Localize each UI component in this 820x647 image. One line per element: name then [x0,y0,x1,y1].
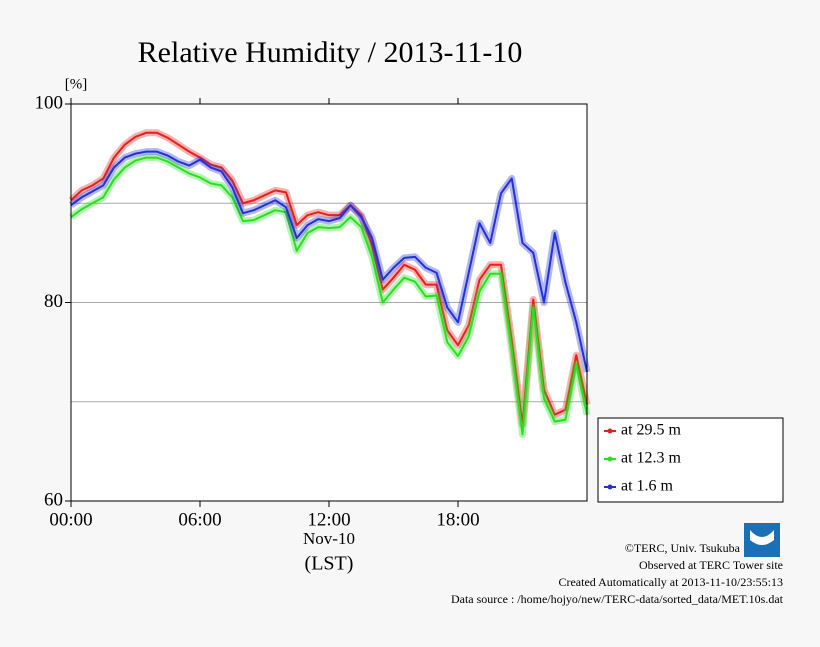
x-tick-label: 00:00 [49,509,92,530]
x-date: Nov-10 [303,529,355,548]
legend-dot [607,456,613,462]
legend-label: at 29.5 m [621,422,682,439]
legend-box [597,417,784,503]
plot-frame [70,103,588,502]
credit-line: Observed at TERC Tower site [639,558,783,572]
x-tick-label: 06:00 [178,509,221,530]
series-line [70,150,588,373]
credit-line: Data source : /home/hojyo/new/TERC-data/… [451,592,784,606]
legend-label: at 12.3 m [621,450,682,467]
logo-mark [750,530,774,545]
chart-title: Relative Humidity / 2013-11-10 [138,36,523,69]
y-tick-label: 80 [44,291,63,312]
y-tick-label: 60 [44,489,63,510]
legend-dot [607,484,613,490]
credit-line: ©TERC, Univ. Tsukuba [625,541,741,555]
x-tick-label: 18:00 [436,509,479,530]
y-tick-label: 100 [35,92,64,113]
legend-label: at 1.6 m [621,478,674,495]
y-unit: [%] [65,76,88,92]
legend-dot [607,428,613,434]
x-tick-label: 12:00 [307,509,350,530]
series-line [70,131,588,426]
x-axis-label: (LST) [305,553,354,575]
series-line [70,156,588,436]
credit-line: Created Automatically at 2013-11-10/23:5… [558,575,783,589]
